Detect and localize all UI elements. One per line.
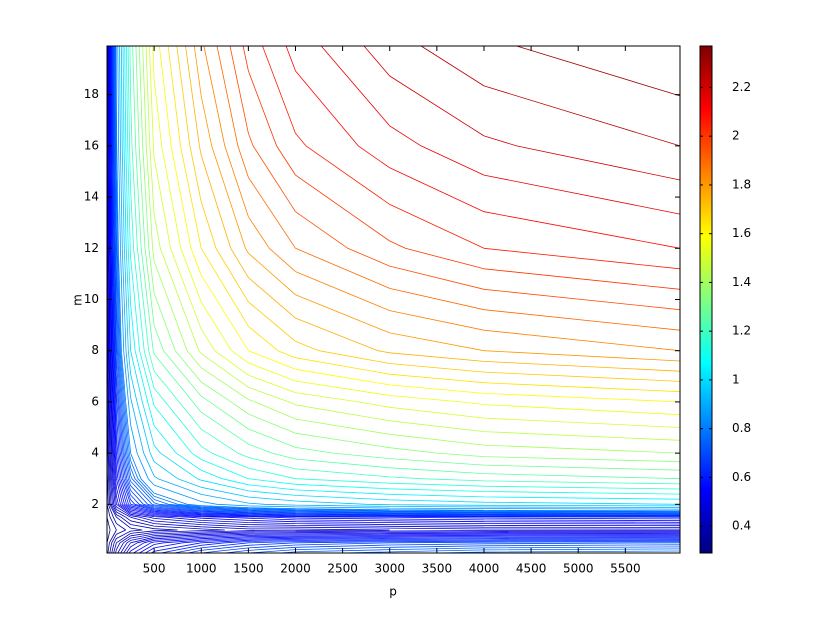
contour-line bbox=[185, 45, 681, 372]
colorbar-tick-label: 0.6 bbox=[732, 470, 751, 484]
colorbar-tick-label: 1.2 bbox=[732, 324, 751, 338]
x-tick-label: 2500 bbox=[327, 562, 358, 576]
colorbar-tick-label: 2.2 bbox=[732, 80, 751, 94]
contour-line bbox=[149, 45, 681, 428]
y-tick-label: 16 bbox=[84, 138, 99, 152]
contour-line bbox=[112, 45, 681, 554]
y-tick-label: 12 bbox=[84, 241, 99, 255]
y-tick-label: 2 bbox=[91, 497, 99, 511]
colorbar-tick-label: 2 bbox=[732, 129, 740, 143]
contour-line bbox=[363, 45, 681, 181]
x-tick-label: 1000 bbox=[186, 562, 217, 576]
colorbar-tick-label: 1.4 bbox=[732, 275, 751, 289]
contour-line bbox=[320, 45, 681, 215]
colorbar bbox=[699, 45, 713, 554]
y-tick-label: 10 bbox=[84, 292, 99, 306]
contour-line bbox=[129, 45, 681, 485]
colorbar-tick-label: 1 bbox=[732, 372, 740, 386]
contour-line bbox=[106, 517, 111, 543]
contour-line bbox=[420, 45, 681, 147]
y-axis-label: m bbox=[71, 294, 85, 306]
x-tick-label: 5500 bbox=[610, 562, 641, 576]
contour-line bbox=[262, 45, 681, 270]
y-tick-label: 18 bbox=[84, 87, 99, 101]
x-tick-label: 5000 bbox=[563, 562, 594, 576]
contour-line bbox=[152, 45, 681, 416]
x-tick-label: 3500 bbox=[422, 562, 453, 576]
contour-line bbox=[120, 45, 681, 507]
x-tick-label: 4500 bbox=[516, 562, 547, 576]
contour-line bbox=[216, 45, 681, 331]
x-tick-label: 500 bbox=[143, 562, 166, 576]
contour-line bbox=[132, 45, 681, 480]
contour-line bbox=[113, 45, 681, 554]
contour-line bbox=[126, 45, 681, 495]
contour-line bbox=[107, 45, 390, 554]
contour-line bbox=[138, 45, 681, 463]
contour-line bbox=[176, 45, 681, 382]
colorbar-tick-label: 1.8 bbox=[732, 177, 751, 191]
contour-line bbox=[117, 45, 681, 510]
colorbar-tick-label: 0.8 bbox=[732, 421, 751, 435]
y-tick-label: 14 bbox=[84, 190, 99, 204]
contour-line bbox=[229, 45, 681, 311]
contour-line bbox=[124, 45, 681, 500]
contour-line bbox=[115, 45, 681, 512]
contour-line bbox=[193, 45, 681, 362]
contour-line bbox=[242, 45, 681, 290]
x-tick-label: 1500 bbox=[233, 562, 264, 576]
contour-line bbox=[106, 504, 117, 554]
contour-line bbox=[119, 45, 681, 508]
contour-line bbox=[516, 45, 681, 97]
contour-line bbox=[111, 45, 681, 554]
y-tick-label: 4 bbox=[91, 446, 99, 460]
colorbar-tick-label: 0.4 bbox=[732, 519, 751, 533]
x-tick-label: 2000 bbox=[280, 562, 311, 576]
x-tick-label: 3000 bbox=[374, 562, 405, 576]
contour-line bbox=[285, 45, 681, 249]
contour-line bbox=[127, 45, 681, 490]
x-axis-label: p bbox=[389, 585, 397, 599]
y-tick-label: 6 bbox=[91, 394, 99, 408]
contour-line bbox=[106, 453, 127, 554]
contour-line bbox=[167, 45, 681, 393]
contour-line bbox=[145, 45, 681, 441]
contour-line bbox=[135, 45, 681, 471]
x-tick-label: 4000 bbox=[469, 562, 500, 576]
contour-line bbox=[114, 45, 681, 554]
contour-line bbox=[112, 45, 681, 554]
colorbar-tick-label: 1.6 bbox=[732, 226, 751, 240]
y-tick-label: 8 bbox=[91, 343, 99, 357]
contour-line bbox=[106, 350, 143, 554]
contour-line bbox=[203, 45, 681, 352]
contour-line bbox=[110, 45, 681, 554]
